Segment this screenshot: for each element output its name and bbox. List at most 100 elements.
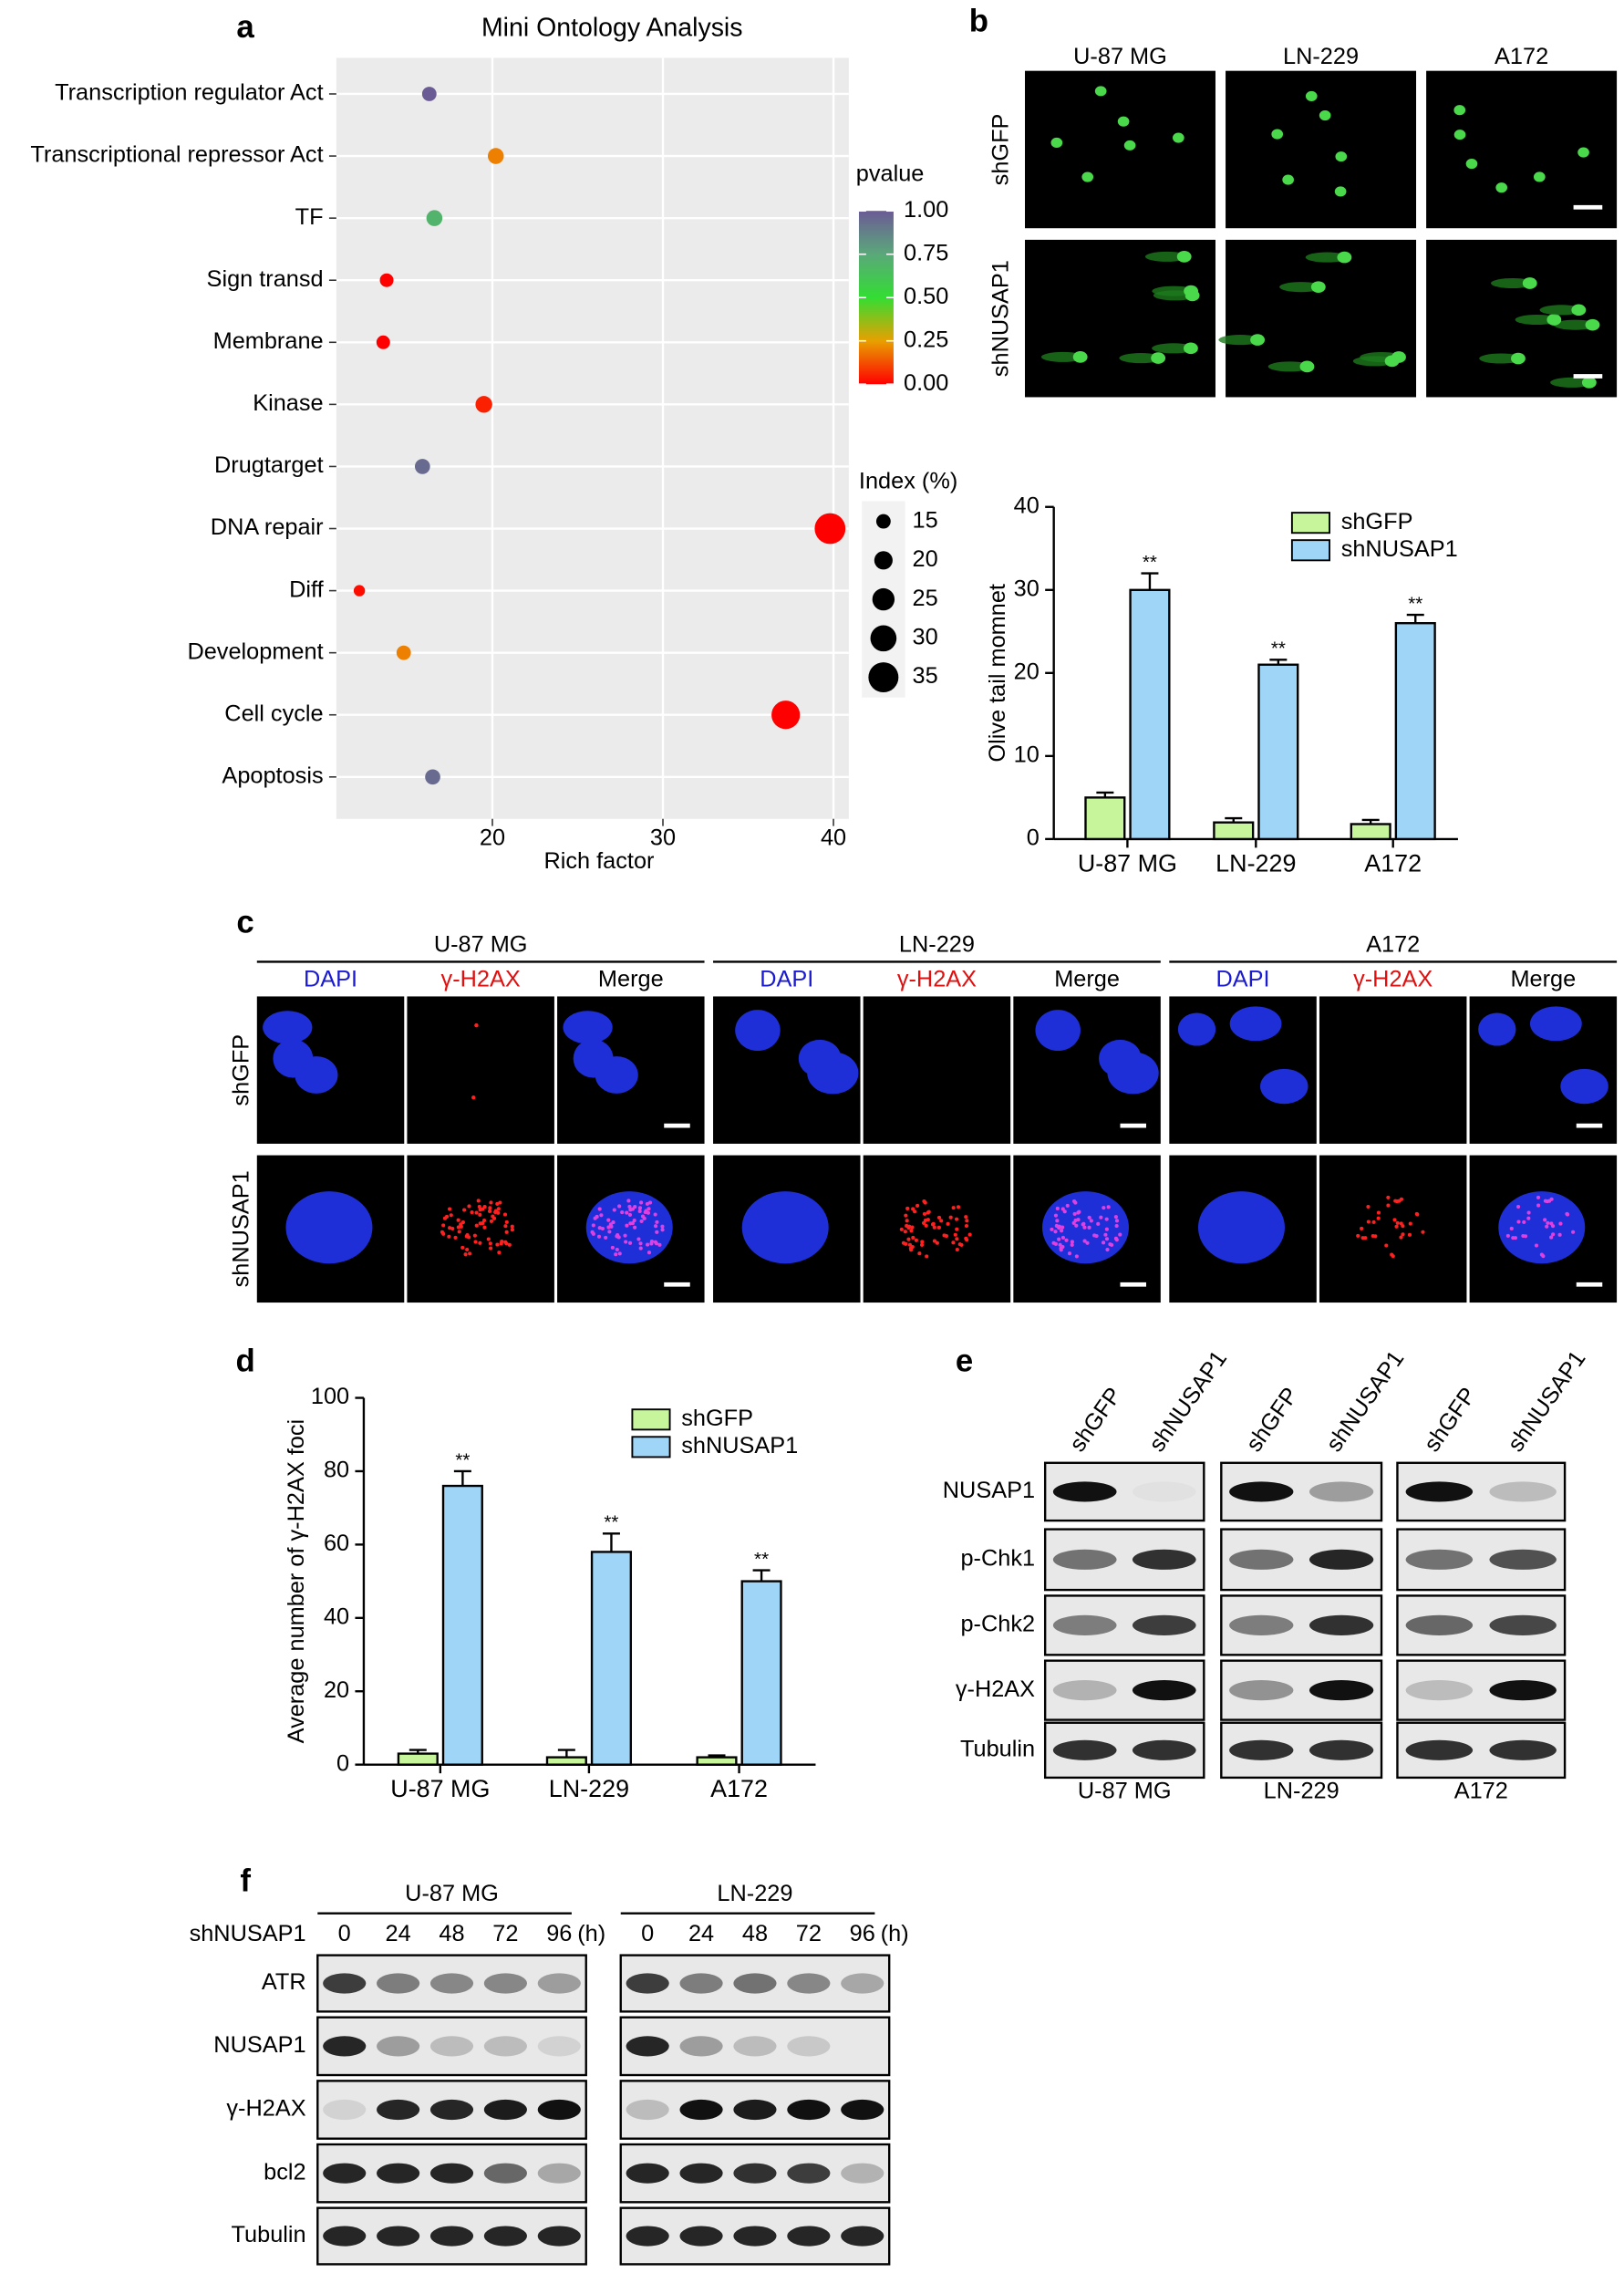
focus [466,1235,471,1240]
y-tick-label: Development [187,638,323,664]
focus [1516,1204,1521,1209]
bar [1257,663,1299,841]
focus [488,1209,492,1214]
focus [1073,1200,1078,1205]
focus [1390,1252,1394,1257]
focus [476,1199,481,1203]
legend-label: 0.00 [904,370,948,396]
focus [474,1223,479,1228]
legend-label: 0.50 [904,284,948,309]
focus [911,1235,915,1240]
band [626,2036,669,2057]
band [1405,1680,1474,1701]
significance-label: ** [754,1549,769,1570]
channel-label: DAPI [304,967,357,992]
focus [932,1225,936,1230]
focus [1421,1230,1425,1234]
focus [503,1240,508,1244]
comet-head [1081,171,1094,182]
focus [642,1216,646,1220]
micrograph [1025,70,1215,229]
focus [909,1248,914,1252]
focus [1549,1197,1554,1201]
focus [1536,1203,1541,1208]
focus [965,1219,969,1223]
significance-label: ** [604,1512,618,1533]
comet-tail [1479,353,1523,364]
focus [901,1240,906,1245]
focus [910,1244,915,1250]
nucleus [273,1039,314,1078]
channel-label: Merge [1054,967,1120,992]
x-tick-label: 20 [480,825,505,851]
comet-head [1585,318,1600,331]
focus [448,1226,452,1230]
focus [1360,1226,1364,1231]
bubble [426,210,443,226]
y-tick-label: 0 [336,1750,349,1776]
bar [696,1756,738,1766]
focus [1113,1236,1118,1240]
comet-head [1305,90,1318,101]
focus [1363,1236,1368,1240]
comet-head [1299,360,1315,373]
band [626,2163,669,2184]
micrograph [1226,239,1417,398]
focus [1099,1215,1103,1220]
focus [1050,1227,1054,1231]
focus [462,1208,467,1212]
band [733,2036,777,2057]
focus [655,1220,659,1224]
band [377,2099,420,2121]
scale-bar [1573,374,1603,379]
focus [964,1236,968,1240]
band [1309,1549,1374,1570]
band [1229,1739,1294,1760]
focus [1102,1206,1106,1210]
comet-head [1465,158,1478,170]
focus [964,1223,969,1229]
focus [477,1204,481,1209]
focus [488,1241,492,1246]
band [537,1973,581,1994]
x-tick-label: A172 [710,1775,768,1802]
y-tick-label: TF [295,204,324,230]
focus [630,1221,635,1226]
comet-head [1183,342,1198,355]
y-tick-label: 0 [1027,825,1040,851]
lane-label: shNUSAP1 [1503,1346,1590,1457]
nucleus [807,1052,859,1095]
band [483,2036,527,2057]
focus [465,1247,470,1252]
band [323,1973,367,1994]
focus [906,1237,911,1241]
focus [1395,1220,1400,1225]
focus [948,1215,953,1220]
legend-swatch [631,1436,671,1458]
comet-tail [1305,252,1350,263]
focus [495,1242,500,1247]
comet-head [1151,352,1166,364]
focus [1546,1220,1550,1225]
focus [482,1218,487,1223]
channel-label: Merge [1510,967,1576,992]
band [1133,1481,1196,1501]
focus [474,1210,479,1215]
row-label: shGFP [988,114,1013,186]
focus [1571,1230,1576,1234]
legend-label: 30 [913,625,938,650]
y-tick-label: Cell cycle [224,701,323,726]
focus [1549,1235,1554,1240]
band [787,2226,831,2247]
focus [1408,1221,1412,1226]
nucleus [585,1191,673,1264]
legend-label: 20 [913,546,938,572]
focus [1082,1239,1087,1243]
focus [459,1224,463,1229]
focus [955,1227,959,1231]
focus [1060,1229,1064,1233]
focus [1521,1233,1526,1239]
comet-tail [1218,335,1262,346]
band [841,1973,884,1994]
